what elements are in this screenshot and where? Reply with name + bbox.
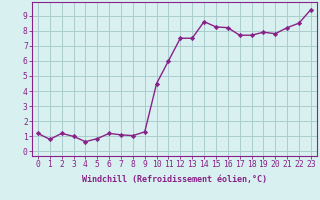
X-axis label: Windchill (Refroidissement éolien,°C): Windchill (Refroidissement éolien,°C) [82,175,267,184]
